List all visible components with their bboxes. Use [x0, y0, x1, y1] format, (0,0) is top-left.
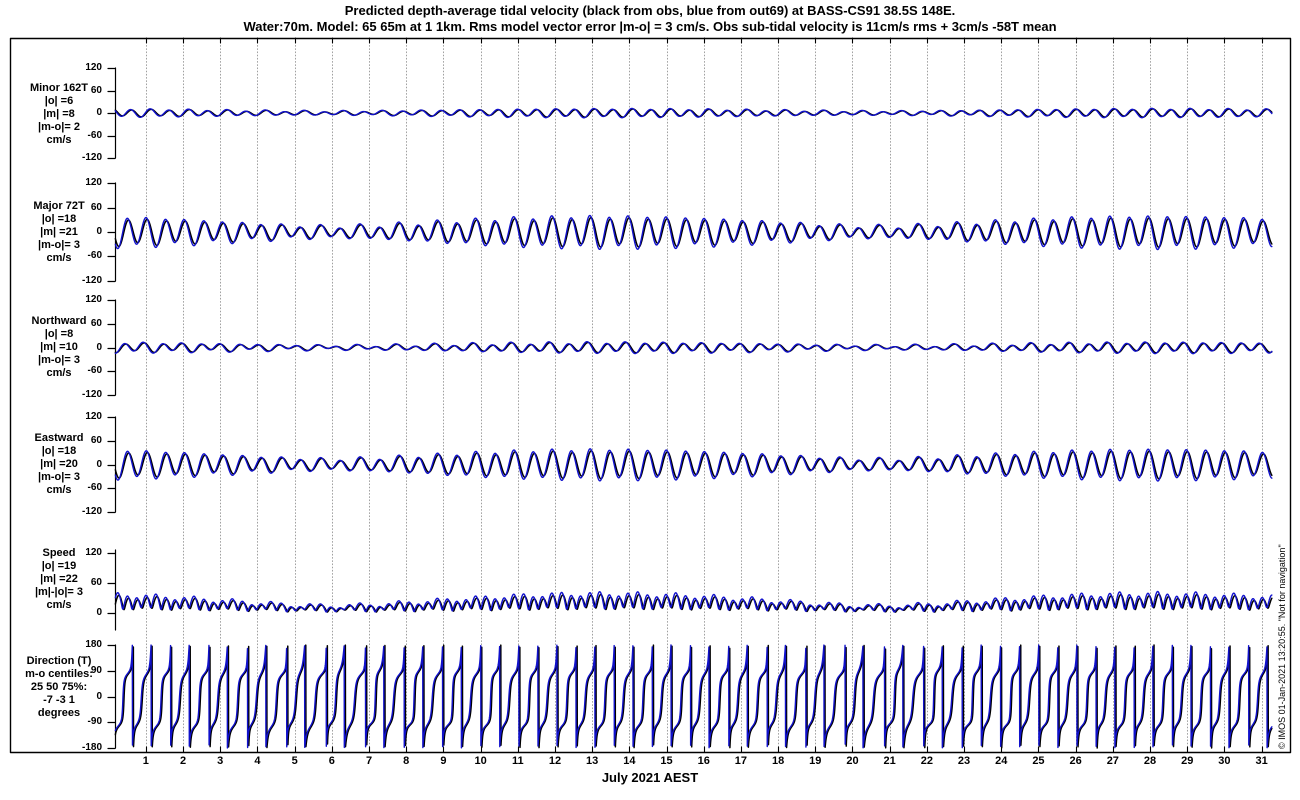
x-tick-label: 21 — [883, 755, 896, 767]
y-tick-label: 90 — [90, 664, 102, 676]
y-tick-label: 60 — [90, 434, 102, 446]
x-tick-label: 12 — [548, 755, 562, 767]
y-tick-label: -60 — [87, 482, 102, 494]
x-tick-label: 4 — [254, 755, 261, 767]
y-tick-label: -120 — [81, 152, 102, 163]
x-tick-label: 14 — [623, 755, 636, 767]
x-tick-label: 18 — [771, 755, 785, 767]
x-tick-label: 3 — [217, 755, 224, 767]
y-tick-label: 120 — [85, 411, 102, 422]
x-tick-label: 31 — [1255, 755, 1268, 767]
y-tick-label: -120 — [81, 274, 102, 286]
x-tick-label: 8 — [403, 755, 410, 767]
x-tick-label: 6 — [328, 755, 335, 767]
x-tick-label: 22 — [920, 755, 933, 767]
y-tick-label: -60 — [87, 365, 102, 377]
x-tick-label: 7 — [365, 755, 373, 767]
y-tick-label: 60 — [90, 577, 102, 588]
panel-label-major-72t: Major 72T |o| =18 |m| =21 |m-o|= 3 cm/s — [33, 200, 85, 264]
panel-label-minor-162t: Minor 162T |o| =6 |m| =8 |m-o|= 2 cm/s — [29, 82, 89, 146]
panel-label-speed: Speed |o| =19 |m| =22 |m|-|o|= 3 cm/s — [34, 547, 84, 611]
watermark-text: © IMOS 01-Jan-2021 13:20:55. "Not for na… — [1277, 544, 1287, 749]
y-tick-label: 0 — [96, 607, 102, 618]
x-tick-label: 23 — [957, 755, 971, 767]
x-tick-label: 15 — [660, 755, 673, 767]
y-tick-label: -90 — [87, 716, 102, 728]
panel-label-northward: Northward |o| =8 |m| =10 |m-o|= 3 cm/s — [31, 315, 87, 379]
x-tick-label: 29 — [1181, 755, 1194, 767]
x-tick-label: 27 — [1106, 755, 1119, 767]
y-tick-label: 60 — [90, 201, 102, 213]
x-tick-label: 10 — [474, 755, 487, 767]
y-tick-label: 0 — [96, 458, 102, 470]
x-tick-label: 13 — [586, 755, 599, 767]
x-tick-label: 25 — [1032, 755, 1045, 767]
y-tick-label: 60 — [90, 84, 102, 96]
panel-label-eastward: Eastward |o| =18 |m| =20 |m-o|= 3 cm/s — [34, 432, 84, 496]
y-tick-label: 180 — [85, 639, 102, 650]
y-tick-label: -60 — [87, 129, 102, 141]
x-tick-label: 19 — [809, 755, 822, 767]
x-tick-label: 30 — [1218, 755, 1231, 767]
y-tick-label: -180 — [81, 741, 102, 753]
x-axis-label: July 2021 AEST — [601, 770, 699, 785]
y-tick-label: -120 — [81, 388, 102, 400]
x-tick-label: 5 — [291, 755, 298, 767]
y-tick-label: -120 — [81, 505, 102, 517]
x-tick-label: 2 — [179, 755, 187, 767]
x-tick-label: 16 — [697, 755, 710, 767]
y-tick-label: 0 — [96, 690, 102, 702]
y-tick-label: 60 — [90, 317, 102, 329]
x-tick-label: 26 — [1069, 755, 1082, 767]
y-tick-label: 120 — [85, 547, 102, 558]
y-tick-label: 120 — [85, 177, 102, 188]
x-tick-label: 9 — [440, 755, 447, 767]
panel-label-direction-t: Direction (T) m-o centiles: 25 50 75%: -… — [25, 655, 93, 719]
x-tick-label: 24 — [995, 755, 1008, 767]
y-tick-label: 120 — [85, 294, 102, 305]
x-tick-label: 11 — [511, 755, 524, 767]
x-tick-label: 1 — [142, 755, 149, 767]
y-tick-label: 0 — [96, 341, 102, 353]
x-tick-label: 28 — [1143, 755, 1157, 767]
y-tick-label: 120 — [85, 62, 102, 73]
y-tick-label: 0 — [96, 226, 102, 237]
y-tick-label: -60 — [87, 250, 102, 262]
x-tick-label: 20 — [846, 755, 859, 767]
y-tick-label: 0 — [96, 107, 102, 118]
x-tick-label: 17 — [734, 755, 748, 767]
